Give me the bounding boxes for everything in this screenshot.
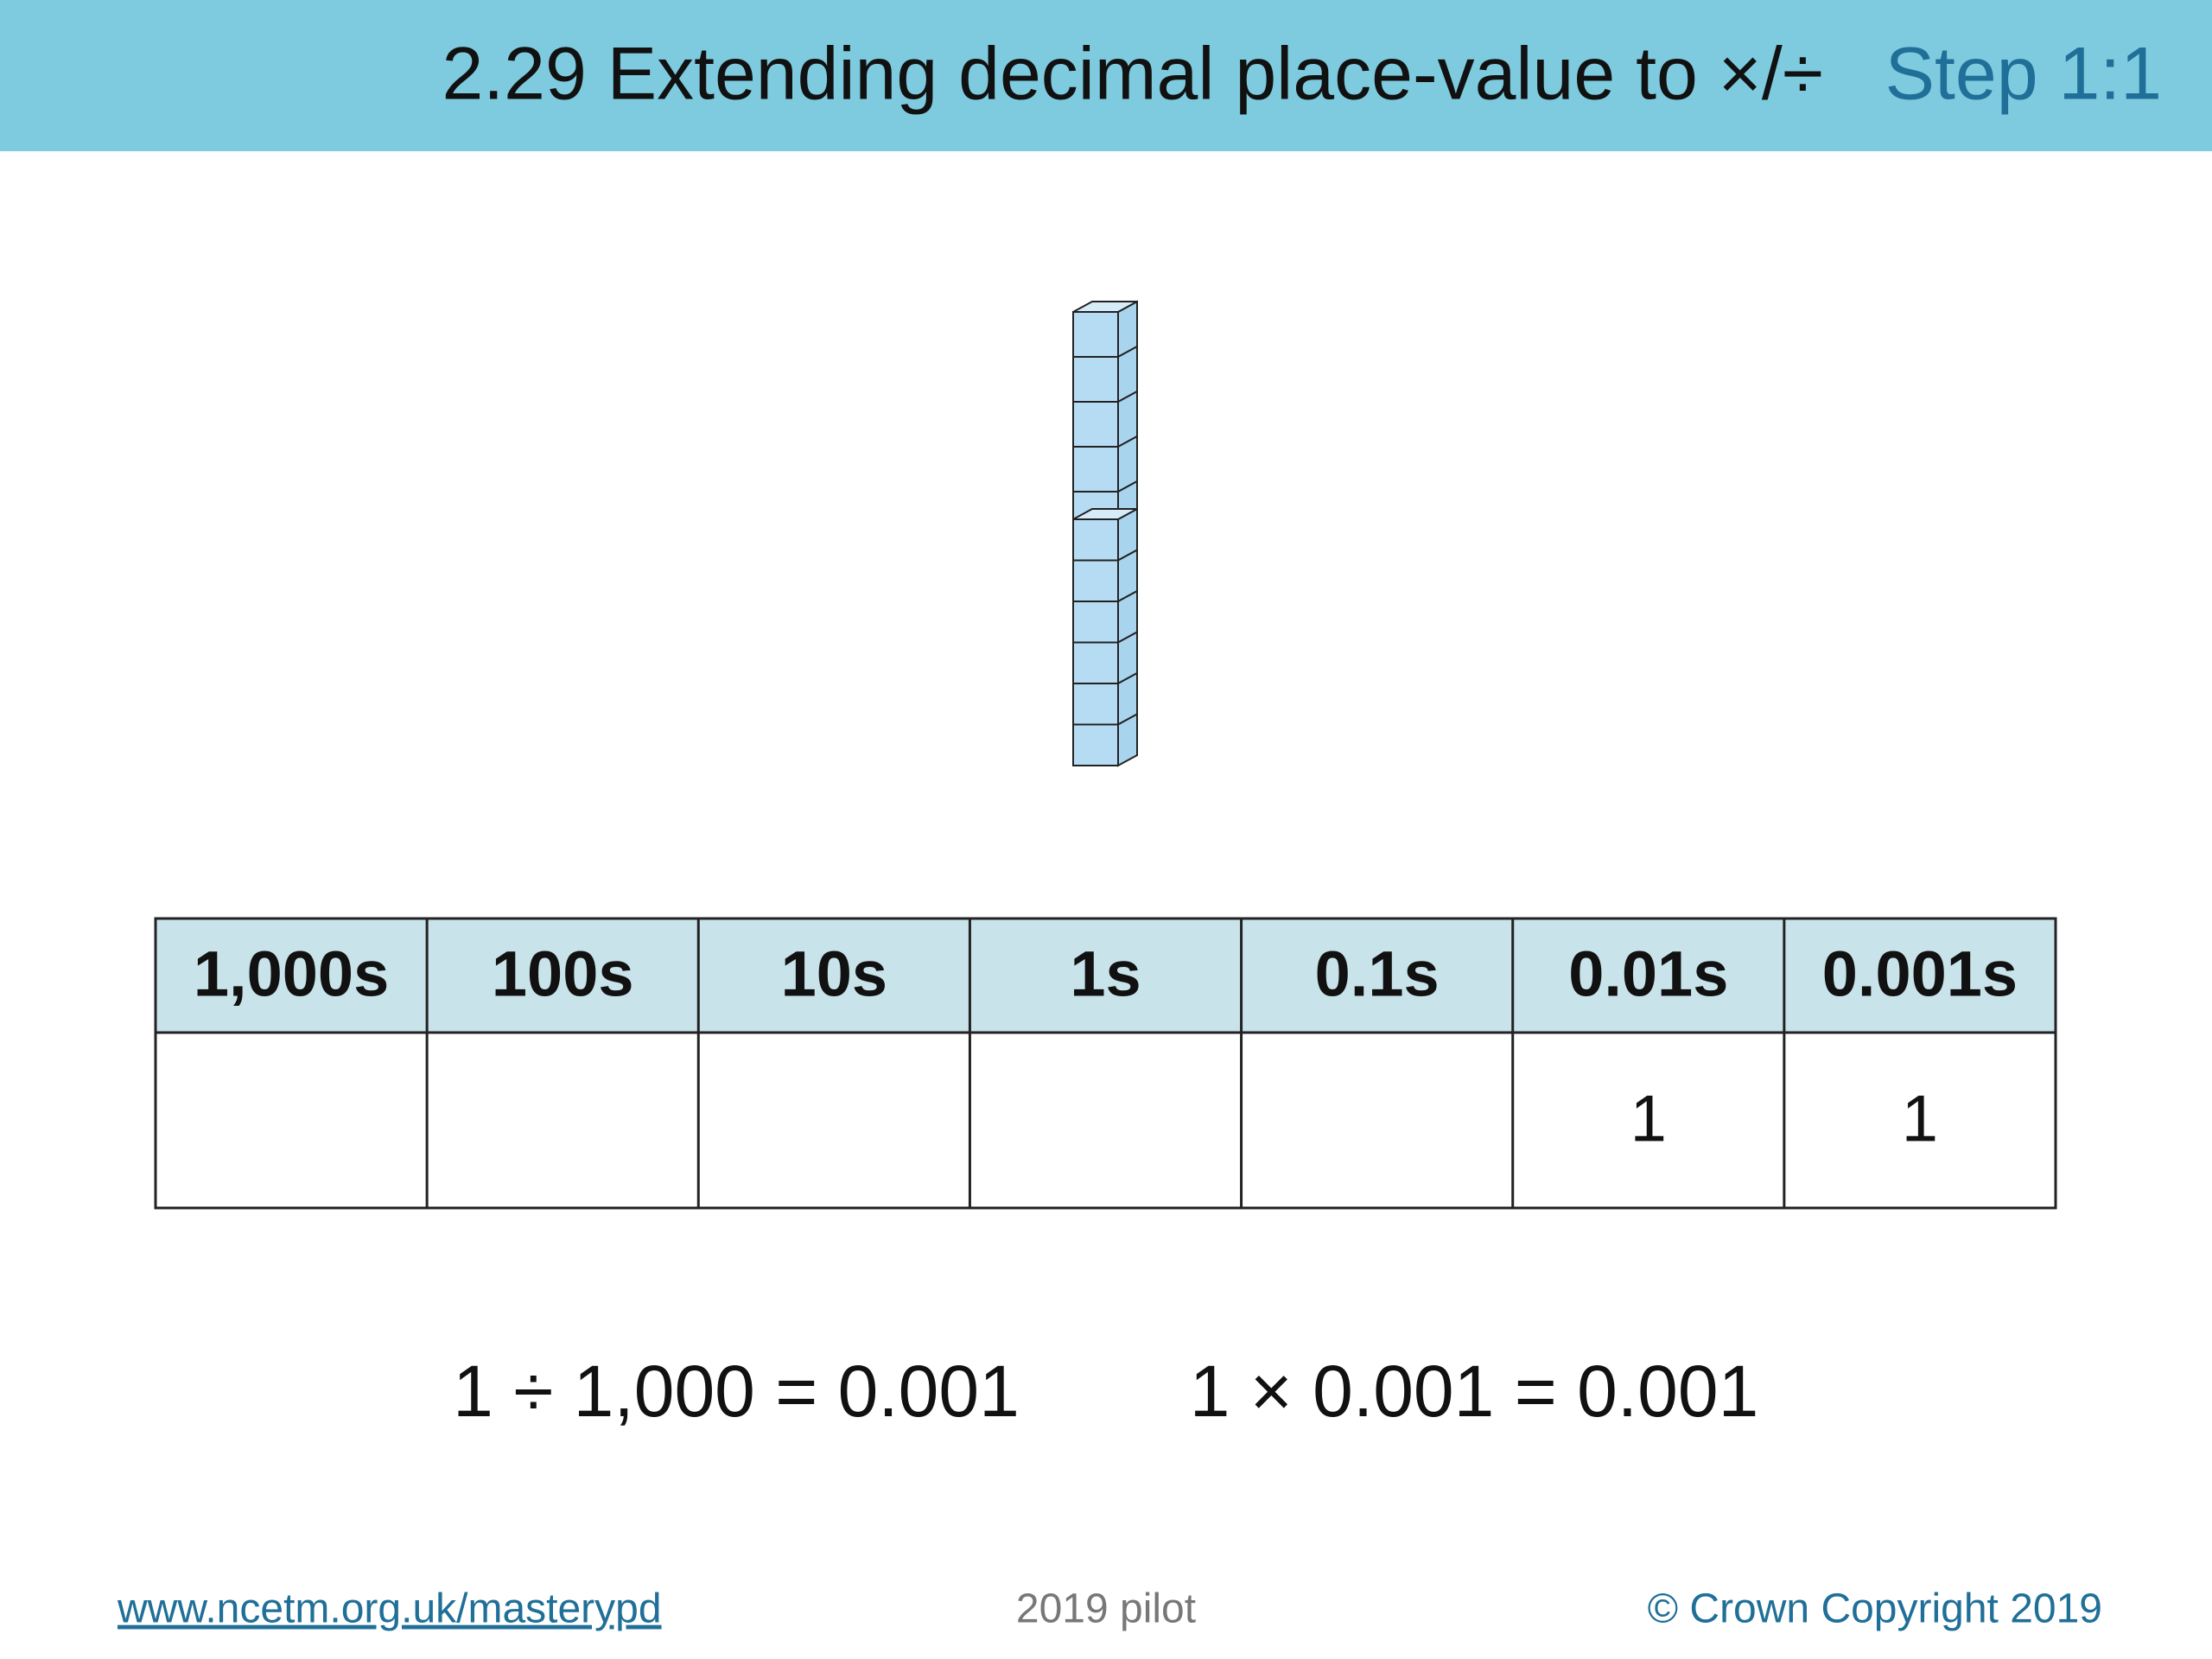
- header-row: [156, 918, 2056, 1033]
- place-value-table: 1,000s 100s 10s 1s 0.1s 0.01s 0.001s 1 1: [154, 917, 2057, 1210]
- header-cell: 10s: [781, 938, 887, 1010]
- header-cell: 0.01s: [1568, 938, 1728, 1010]
- footer-copyright: © Crown Copyright 2019: [1648, 1586, 2102, 1632]
- cube-face: [1072, 446, 1119, 493]
- header-cell: 1s: [1070, 938, 1141, 1010]
- cube-face: [1072, 559, 1119, 602]
- cube-face: [1072, 723, 1119, 766]
- header-title: 2.29 Extending decimal place-value to ×/…: [442, 33, 1823, 116]
- cube-top: [1072, 508, 1138, 520]
- header-step: Step 1:1: [1885, 33, 2162, 116]
- table-cell: 1: [1630, 1083, 1667, 1156]
- cube-rods: [1072, 300, 1138, 767]
- header-bar: [0, 0, 2212, 151]
- header-cell: 0.001s: [1822, 938, 2018, 1010]
- header-cell: 100s: [492, 938, 634, 1010]
- footer-link[interactable]: www.ncetm.org.uk/masterypd: [117, 1586, 662, 1632]
- header-cell: 1,000s: [194, 938, 389, 1010]
- cube-face: [1072, 401, 1119, 448]
- equation: 1 × 0.001 = 0.001: [1190, 1351, 1759, 1432]
- cube-face: [1072, 356, 1119, 403]
- cube-face: [1072, 311, 1119, 358]
- table-cell: 1: [1902, 1083, 1938, 1156]
- footer-center: 2019 pilot: [1016, 1586, 1196, 1632]
- cube-top: [1072, 301, 1138, 313]
- cube-face: [1072, 518, 1119, 562]
- cube-face: [1072, 683, 1119, 726]
- cube-face: [1072, 641, 1119, 684]
- table-border: [154, 917, 2057, 1210]
- cube-face: [1072, 601, 1119, 644]
- header-cell: 0.1s: [1315, 938, 1440, 1010]
- equation: 1 ÷ 1,000 = 0.001: [453, 1351, 1020, 1432]
